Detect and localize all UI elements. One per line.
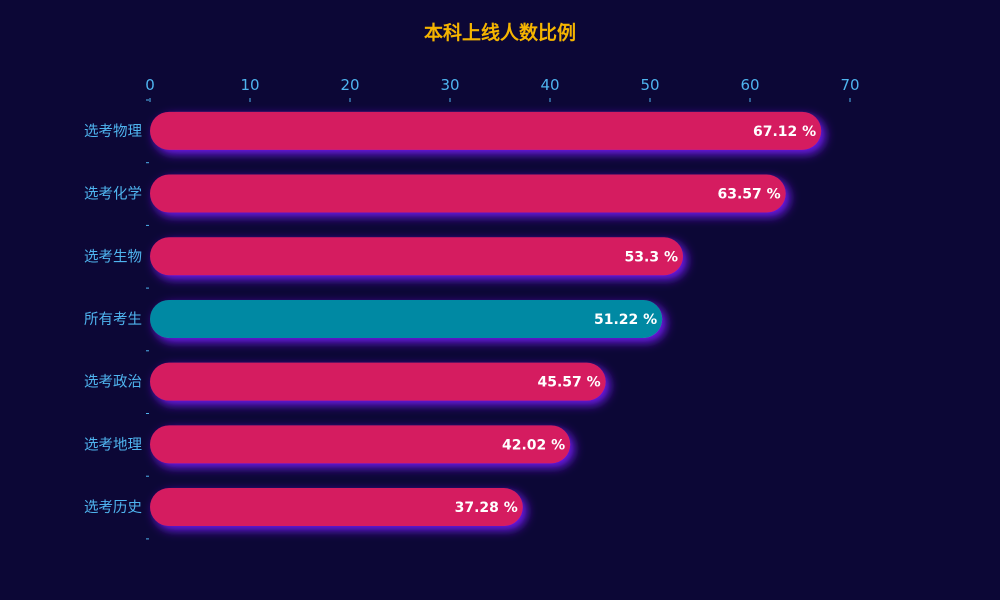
x-tick-label: 40 bbox=[540, 76, 559, 94]
y-tick-label: 所有考生 bbox=[84, 311, 142, 328]
bars-group bbox=[150, 111, 822, 527]
data-label: 51.22 % bbox=[594, 312, 657, 328]
x-tick-label: 50 bbox=[640, 76, 659, 94]
chart-title: 本科上线人数比例 bbox=[423, 22, 576, 44]
data-label: 53.3 % bbox=[625, 249, 678, 265]
y-tick-label: 选考化学 bbox=[84, 186, 142, 203]
y-tick-label: 选考政治 bbox=[84, 374, 142, 391]
data-label: 42.02 % bbox=[502, 437, 565, 453]
bar[interactable] bbox=[150, 299, 663, 338]
bar[interactable] bbox=[150, 425, 571, 464]
y-tick-label: 选考地理 bbox=[84, 436, 142, 453]
bar[interactable] bbox=[150, 237, 683, 276]
x-tick-label: 70 bbox=[840, 76, 859, 94]
data-label: 63.57 % bbox=[718, 187, 781, 203]
value-labels-group: 67.12 % 63.57 % 53.3 % 51.22 % 45.57 % 42.02 … bbox=[455, 124, 817, 516]
data-label: 67.12 % bbox=[753, 124, 816, 140]
x-tick-label: 10 bbox=[240, 76, 259, 94]
x-tick-label: 30 bbox=[440, 76, 459, 94]
bar[interactable] bbox=[150, 488, 523, 527]
x-tick-label: 60 bbox=[740, 76, 759, 94]
bar[interactable] bbox=[150, 362, 606, 401]
y-tick-label: 选考生物 bbox=[84, 248, 142, 265]
x-axis: 0 10 20 30 40 50 60 70 bbox=[145, 76, 860, 102]
x-tick-label: 20 bbox=[340, 76, 359, 94]
bar[interactable] bbox=[150, 174, 786, 213]
data-label: 45.57 % bbox=[538, 375, 601, 391]
x-tick-label: 0 bbox=[145, 76, 155, 94]
bar[interactable] bbox=[150, 111, 822, 150]
y-tick-label: 选考历史 bbox=[84, 499, 142, 516]
y-tick-label: 选考物理 bbox=[84, 123, 142, 140]
data-label: 37.28 % bbox=[455, 500, 518, 516]
